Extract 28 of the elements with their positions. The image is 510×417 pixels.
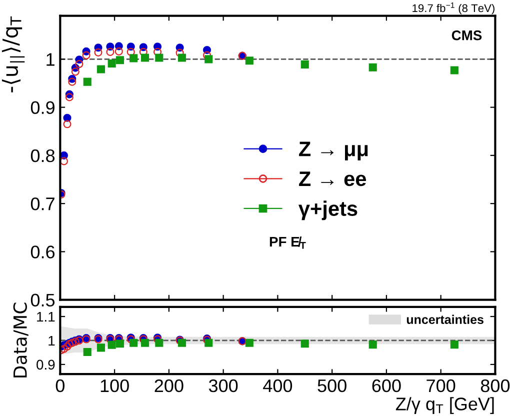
legend-label: γ+jets [298, 200, 358, 220]
x-tick-label: 0 [56, 379, 64, 392]
x-tick-label: 200 [154, 379, 184, 392]
y-tick-label: 0.8 [30, 149, 55, 162]
y-tick-label: 1 [48, 336, 55, 346]
x-tick-label: 700 [426, 379, 456, 392]
x-axis-title: Z/γ q$_{T}$ [GeV] [396, 397, 494, 414]
series-label: uncertainties [406, 314, 484, 324]
x-tick-label: 100 [100, 379, 129, 392]
y-tick-label: 0.6 [30, 246, 55, 258]
x-tick-label: 600 [372, 379, 401, 392]
x-tick-label: 500 [318, 379, 346, 392]
y-tick-label: 0.9 [30, 101, 54, 114]
y-tick-label: 0.5 [30, 294, 55, 307]
text: 19.7 fb$^{−1}$ (8 TeV) [412, 2, 494, 14]
annotation: CMS [452, 30, 482, 40]
y-tick-label: 0.7 [30, 197, 54, 210]
x-tick-label: 800 [480, 379, 510, 392]
legend-label: Z → ee [299, 172, 366, 186]
y-axis-title: -⟨u$_{||}$⟩/q$_{T}$ [2, 16, 25, 92]
y-tick-label: 1 [46, 53, 54, 66]
y-tick-label: 0.9 [36, 360, 55, 370]
annotation: PF E̸$_{T}$ [270, 236, 306, 249]
y-axis-title: Data/MC [13, 302, 28, 378]
legend-label: Z → μμ [299, 142, 368, 160]
x-tick-label: 300 [208, 379, 238, 392]
x-tick-label: 400 [263, 379, 292, 392]
y-tick-label: 1.1 [37, 312, 55, 322]
